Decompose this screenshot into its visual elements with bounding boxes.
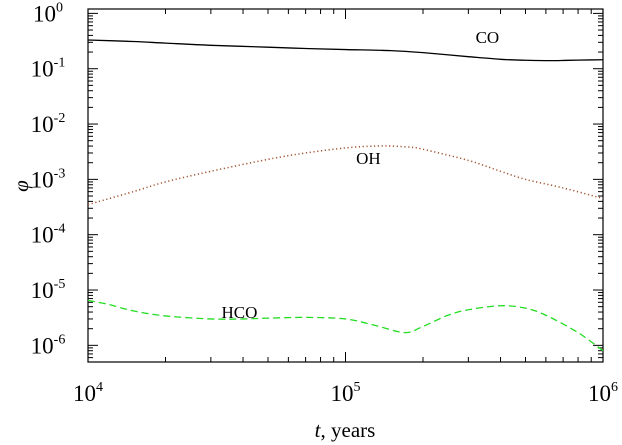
x-axis-title-var: t (315, 418, 322, 442)
y-tick-label-exp: -6 (54, 332, 66, 347)
y-tick-label: 10-3 (31, 166, 66, 192)
series-line-co (87, 39, 604, 62)
x-tick-label-base: 10 (331, 381, 354, 406)
y-tick-label-base: 10 (31, 278, 54, 303)
series-label-oh: OH (356, 149, 381, 168)
x-tick-label-exp: 4 (96, 380, 103, 395)
y-tick-label-base: 10 (31, 57, 54, 82)
y-tick-label-base: 10 (31, 333, 54, 358)
y-tick-label: 10-6 (31, 332, 66, 358)
y-tick-label-exp: -4 (54, 222, 66, 237)
x-axis-title: t, years (315, 418, 376, 442)
y-tick-label: 10-1 (31, 56, 66, 82)
series-layer (87, 39, 604, 352)
y-tick-label: 10-5 (31, 277, 66, 303)
y-tick-label-base: 10 (31, 112, 54, 137)
x-tick-label: 106 (588, 380, 618, 406)
y-tick-label: 10-4 (31, 222, 66, 248)
series-label-hco: HCO (222, 303, 258, 322)
y-tick-label: 100 (33, 0, 63, 26)
x-tick-label-exp: 5 (354, 380, 361, 395)
y-tick-label-base: 10 (33, 1, 56, 26)
y-tick-label: 10-2 (31, 111, 66, 137)
y-tick-label-exp: -3 (54, 166, 66, 181)
series-line-hco (87, 299, 604, 352)
y-tick-label-exp: -5 (54, 277, 66, 292)
y-axis-title: φ (9, 180, 33, 192)
y-tick-label-base: 10 (31, 223, 54, 248)
x-tick-label-base: 10 (73, 381, 96, 406)
y-tick-label-exp: 0 (56, 0, 63, 15)
series-labels: CO OH HCO (222, 28, 500, 322)
series-line-oh (87, 145, 604, 206)
x-tick-label: 105 (331, 380, 361, 406)
series-label-co: CO (476, 28, 500, 47)
y-tick-label-exp: -1 (54, 56, 66, 71)
y-tick-label-base: 10 (31, 167, 54, 192)
y-tick-label-exp: -2 (54, 111, 66, 126)
x-tick-label-base: 10 (588, 381, 611, 406)
plot-frame (87, 8, 604, 363)
x-tick-label-exp: 6 (611, 380, 618, 395)
x-tick-label: 104 (73, 380, 103, 406)
x-axis-title-unit: , years (321, 418, 376, 442)
